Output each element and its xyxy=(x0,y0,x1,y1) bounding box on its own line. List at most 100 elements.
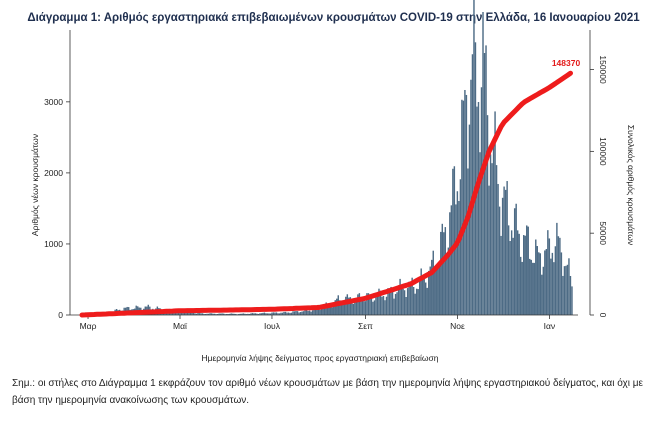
bar xyxy=(384,300,386,315)
bar xyxy=(373,300,376,315)
bar xyxy=(382,295,385,315)
bar xyxy=(262,312,264,315)
bar xyxy=(479,152,481,315)
bar xyxy=(506,181,508,315)
left-tick-label: 3000 xyxy=(44,97,63,107)
bar xyxy=(412,287,415,315)
bar-series-daily-cases xyxy=(81,0,573,316)
footnote: Σημ.: οι στήλες στο Διάγραμμα 1 εκφράζου… xyxy=(12,378,643,406)
bar xyxy=(507,225,510,315)
bar xyxy=(283,311,285,315)
bar xyxy=(277,313,279,315)
bar xyxy=(446,253,448,315)
bar xyxy=(361,299,364,315)
bar xyxy=(247,313,249,315)
x-tick-label: Νοε xyxy=(450,321,465,331)
bar xyxy=(239,313,241,315)
bar xyxy=(366,293,368,315)
bar xyxy=(562,275,564,315)
bar xyxy=(233,313,235,315)
bar xyxy=(218,313,220,315)
bar xyxy=(464,89,466,316)
bar xyxy=(523,235,525,315)
bar xyxy=(251,313,254,315)
bar xyxy=(497,183,499,315)
x-tick-label: Σεπ xyxy=(358,321,373,331)
bar xyxy=(225,314,228,315)
bar xyxy=(443,232,445,315)
bar xyxy=(289,312,291,315)
bar xyxy=(354,298,356,315)
bar xyxy=(397,288,400,315)
covid-cases-chart: 0 1000 2000 3000 0 50000 100000 150000 Μαρ Μαϊ Ι… xyxy=(30,0,636,363)
bar xyxy=(299,312,302,315)
bar xyxy=(327,304,329,315)
bar xyxy=(516,230,519,315)
bar xyxy=(331,307,333,315)
bar xyxy=(563,266,566,315)
bar xyxy=(440,231,442,315)
bar xyxy=(437,264,439,315)
bar xyxy=(495,165,498,315)
bar xyxy=(316,306,318,315)
bar xyxy=(458,200,460,315)
bar xyxy=(571,286,573,315)
bar xyxy=(409,282,412,315)
right-tick-label: 50000 xyxy=(598,221,608,245)
bar xyxy=(352,303,355,315)
bar xyxy=(287,312,290,315)
x-tick-label: Μαϊ xyxy=(173,321,188,331)
bar xyxy=(345,296,347,315)
bar xyxy=(411,277,413,315)
bar xyxy=(524,235,526,315)
bar xyxy=(363,301,365,315)
bar xyxy=(498,206,501,315)
bar xyxy=(212,313,214,315)
bar xyxy=(293,311,296,315)
bar xyxy=(311,310,314,315)
bar xyxy=(494,111,496,315)
bar xyxy=(569,275,572,315)
bar xyxy=(330,304,332,315)
bar xyxy=(336,298,338,315)
bar xyxy=(191,312,193,315)
bar xyxy=(503,186,505,315)
bar xyxy=(275,312,278,315)
bar xyxy=(403,290,406,315)
bar xyxy=(301,311,303,315)
bar xyxy=(429,266,431,315)
bar xyxy=(402,288,404,315)
bar xyxy=(194,313,196,315)
bar xyxy=(284,311,287,315)
bar xyxy=(491,163,493,315)
left-axis-label: Αριθμός νέων κρουσμάτων xyxy=(30,134,40,236)
bar xyxy=(334,300,336,315)
bar xyxy=(455,204,457,315)
bar xyxy=(421,276,424,315)
bar xyxy=(379,290,382,315)
bar xyxy=(367,293,370,315)
x-tick-label: Μαρ xyxy=(80,321,97,331)
bar xyxy=(222,313,225,315)
bar xyxy=(500,235,502,315)
bar xyxy=(378,288,380,315)
bar xyxy=(302,311,305,315)
bar xyxy=(512,237,514,315)
bar xyxy=(219,313,222,315)
bar xyxy=(483,52,486,316)
bar xyxy=(476,106,478,315)
bar xyxy=(346,294,349,315)
bar xyxy=(431,259,433,315)
bar xyxy=(376,295,379,315)
right-tick-label: 0 xyxy=(598,313,608,318)
bar xyxy=(245,314,248,315)
right-y-axis: 0 50000 100000 150000 xyxy=(589,30,608,318)
bar xyxy=(342,301,344,315)
bar xyxy=(295,311,297,315)
bar xyxy=(372,301,374,315)
bar xyxy=(241,313,243,315)
bar xyxy=(215,314,217,315)
bar xyxy=(183,312,186,315)
bar xyxy=(477,102,480,315)
bar xyxy=(504,189,507,315)
